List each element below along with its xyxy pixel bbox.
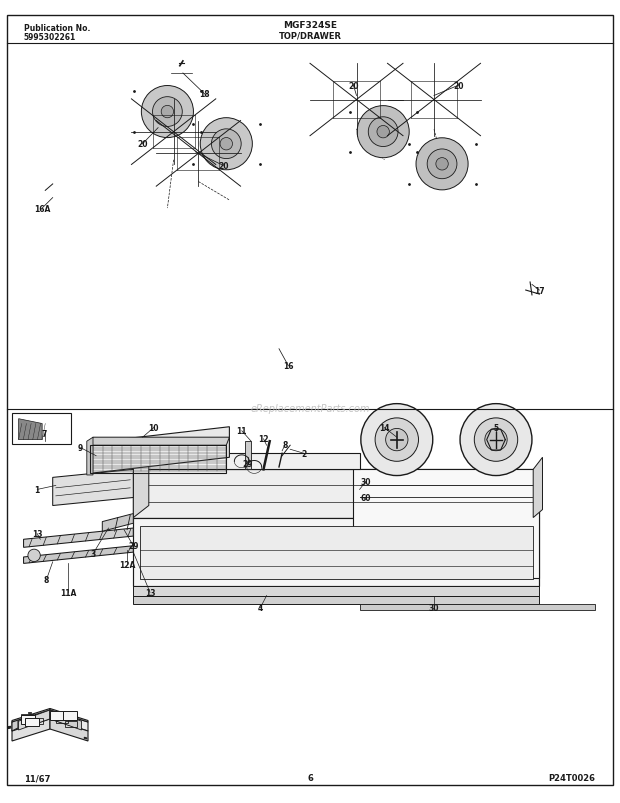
Text: 7: 7 (42, 429, 47, 438)
Text: P24T0026: P24T0026 (548, 773, 595, 782)
Circle shape (220, 138, 232, 151)
Text: 6: 6 (307, 773, 313, 782)
Polygon shape (133, 596, 539, 604)
Polygon shape (25, 718, 39, 727)
Polygon shape (133, 442, 149, 518)
Text: 20: 20 (348, 81, 358, 91)
Polygon shape (7, 726, 11, 728)
Text: 30: 30 (429, 603, 439, 613)
Circle shape (161, 106, 174, 119)
Polygon shape (12, 708, 50, 722)
Text: 30: 30 (361, 477, 371, 487)
Text: 16A: 16A (34, 204, 50, 214)
Text: 13: 13 (32, 529, 42, 539)
Bar (12, 414, 71, 444)
Circle shape (416, 139, 468, 190)
Text: 14: 14 (379, 423, 389, 433)
Polygon shape (50, 719, 88, 741)
Circle shape (386, 429, 408, 451)
Circle shape (211, 129, 241, 160)
Polygon shape (90, 427, 229, 474)
Polygon shape (50, 711, 81, 730)
Circle shape (200, 119, 252, 170)
Text: 60: 60 (361, 493, 371, 503)
Polygon shape (19, 419, 42, 440)
Polygon shape (50, 710, 88, 731)
Text: 5995302261: 5995302261 (24, 33, 76, 42)
Circle shape (357, 107, 409, 158)
Polygon shape (84, 737, 87, 739)
Text: 18: 18 (199, 90, 210, 100)
Circle shape (485, 429, 507, 451)
Text: 2: 2 (301, 449, 306, 459)
Polygon shape (353, 470, 539, 578)
Text: 13: 13 (145, 588, 155, 597)
Polygon shape (24, 528, 133, 548)
Circle shape (474, 418, 518, 462)
Polygon shape (19, 711, 50, 730)
Text: 12: 12 (259, 434, 268, 444)
Text: 12A: 12A (119, 560, 135, 569)
Polygon shape (133, 454, 360, 470)
Polygon shape (133, 470, 539, 518)
Text: 20: 20 (218, 161, 228, 171)
Polygon shape (87, 438, 93, 475)
Text: 3: 3 (91, 549, 95, 559)
Polygon shape (140, 526, 533, 580)
Text: 17: 17 (534, 286, 545, 296)
Polygon shape (50, 711, 65, 720)
Circle shape (460, 404, 532, 476)
Polygon shape (63, 711, 78, 720)
Text: Publication No.: Publication No. (24, 23, 90, 32)
Circle shape (368, 117, 398, 148)
Text: 1: 1 (35, 485, 40, 495)
Text: eReplacementParts.com: eReplacementParts.com (250, 404, 370, 414)
Text: 4: 4 (258, 603, 263, 613)
Text: MGF324SE: MGF324SE (283, 21, 337, 30)
Circle shape (28, 549, 40, 562)
Polygon shape (245, 442, 251, 470)
Polygon shape (12, 710, 50, 731)
Text: 11A: 11A (60, 588, 76, 597)
Text: 10: 10 (149, 423, 159, 433)
Text: 8: 8 (44, 575, 49, 585)
Polygon shape (360, 604, 595, 610)
Text: 9: 9 (78, 443, 83, 453)
Text: 5: 5 (494, 423, 498, 433)
Text: 20: 20 (454, 81, 464, 91)
Text: 29: 29 (243, 459, 253, 469)
Polygon shape (50, 708, 88, 722)
Circle shape (436, 158, 448, 171)
Circle shape (361, 404, 433, 476)
Text: 11/67: 11/67 (24, 773, 50, 782)
Polygon shape (21, 715, 35, 724)
Text: 20: 20 (138, 140, 148, 149)
Text: TOP/DRAWER: TOP/DRAWER (278, 31, 342, 40)
Polygon shape (133, 518, 539, 586)
Circle shape (375, 418, 418, 462)
Circle shape (377, 126, 389, 139)
Text: 16: 16 (283, 361, 293, 371)
Text: 29: 29 (128, 541, 138, 551)
Polygon shape (133, 586, 539, 596)
Circle shape (141, 87, 193, 138)
Polygon shape (90, 438, 229, 446)
Polygon shape (53, 470, 133, 506)
Circle shape (153, 97, 182, 128)
Polygon shape (12, 719, 50, 741)
Polygon shape (102, 514, 133, 532)
Polygon shape (12, 719, 18, 731)
Polygon shape (24, 546, 133, 564)
Polygon shape (533, 458, 542, 518)
Text: 8: 8 (283, 440, 288, 450)
Text: 11: 11 (237, 426, 247, 436)
Circle shape (427, 149, 457, 180)
